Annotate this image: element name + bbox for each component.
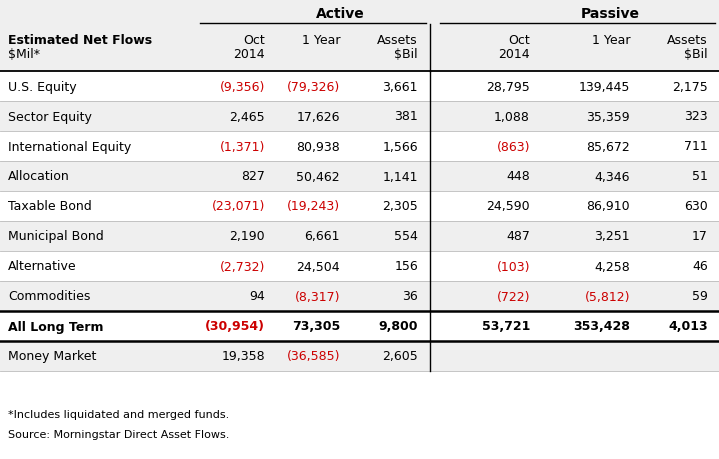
Text: (103): (103) — [497, 260, 530, 273]
Text: 85,672: 85,672 — [586, 140, 630, 153]
Text: Commodities: Commodities — [8, 290, 91, 303]
Text: Oct: Oct — [243, 34, 265, 46]
Text: International Equity: International Equity — [8, 140, 132, 153]
Text: (2,732): (2,732) — [219, 260, 265, 273]
Text: Assets: Assets — [667, 34, 708, 46]
Text: 3,661: 3,661 — [383, 80, 418, 93]
Text: (23,071): (23,071) — [211, 200, 265, 213]
Text: 19,358: 19,358 — [221, 350, 265, 363]
Text: 86,910: 86,910 — [587, 200, 630, 213]
Text: Alternative: Alternative — [8, 260, 77, 273]
Text: 50,462: 50,462 — [296, 170, 340, 183]
Text: 36: 36 — [402, 290, 418, 303]
Text: Sector Equity: Sector Equity — [8, 110, 92, 123]
Text: 2014: 2014 — [234, 48, 265, 62]
Text: 94: 94 — [249, 290, 265, 303]
Text: 487: 487 — [506, 230, 530, 243]
Text: Municipal Bond: Municipal Bond — [8, 230, 104, 243]
Bar — [0, 102, 719, 132]
Bar — [0, 191, 719, 222]
Text: (8,317): (8,317) — [295, 290, 340, 303]
Text: Allocation: Allocation — [8, 170, 70, 183]
Text: 73,305: 73,305 — [292, 320, 340, 333]
Text: 2,305: 2,305 — [383, 200, 418, 213]
Text: *Includes liquidated and merged funds.: *Includes liquidated and merged funds. — [8, 409, 229, 419]
Text: 2014: 2014 — [498, 48, 530, 62]
Bar — [0, 72, 719, 102]
Text: 448: 448 — [506, 170, 530, 183]
Text: 24,504: 24,504 — [296, 260, 340, 273]
Text: 323: 323 — [684, 110, 708, 123]
Text: 711: 711 — [684, 140, 708, 153]
Text: Source: Morningstar Direct Asset Flows.: Source: Morningstar Direct Asset Flows. — [8, 429, 229, 439]
Text: Money Market: Money Market — [8, 350, 96, 363]
Text: 4,013: 4,013 — [669, 320, 708, 333]
Text: 353,428: 353,428 — [573, 320, 630, 333]
Text: Estimated Net Flows: Estimated Net Flows — [8, 34, 152, 46]
Text: 827: 827 — [241, 170, 265, 183]
Text: 59: 59 — [692, 290, 708, 303]
Text: (722): (722) — [497, 290, 530, 303]
Text: 9,800: 9,800 — [378, 320, 418, 333]
Bar — [0, 222, 719, 252]
Text: Active: Active — [316, 7, 365, 21]
Bar — [0, 132, 719, 162]
Bar — [0, 252, 719, 281]
Text: 24,590: 24,590 — [486, 200, 530, 213]
Bar — [0, 0, 719, 72]
Text: 1,141: 1,141 — [383, 170, 418, 183]
Text: 1,566: 1,566 — [383, 140, 418, 153]
Text: (30,954): (30,954) — [205, 320, 265, 333]
Text: (19,243): (19,243) — [287, 200, 340, 213]
Text: 80,938: 80,938 — [296, 140, 340, 153]
Text: 554: 554 — [394, 230, 418, 243]
Text: 4,346: 4,346 — [595, 170, 630, 183]
Text: U.S. Equity: U.S. Equity — [8, 80, 77, 93]
Text: $Bil: $Bil — [395, 48, 418, 62]
Text: 1 Year: 1 Year — [301, 34, 340, 46]
Text: 35,359: 35,359 — [587, 110, 630, 123]
Text: (863): (863) — [497, 140, 530, 153]
Text: 1,088: 1,088 — [494, 110, 530, 123]
Text: (5,812): (5,812) — [585, 290, 630, 303]
Text: 139,445: 139,445 — [579, 80, 630, 93]
Text: $Bil: $Bil — [684, 48, 708, 62]
Bar — [0, 162, 719, 191]
Text: 2,175: 2,175 — [672, 80, 708, 93]
Text: 51: 51 — [692, 170, 708, 183]
Text: 2,605: 2,605 — [383, 350, 418, 363]
Bar — [0, 311, 719, 341]
Text: 381: 381 — [394, 110, 418, 123]
Text: 28,795: 28,795 — [486, 80, 530, 93]
Text: (79,326): (79,326) — [287, 80, 340, 93]
Text: 630: 630 — [684, 200, 708, 213]
Text: 1 Year: 1 Year — [592, 34, 630, 46]
Bar — [0, 281, 719, 311]
Text: 2,465: 2,465 — [229, 110, 265, 123]
Text: Oct: Oct — [508, 34, 530, 46]
Text: Taxable Bond: Taxable Bond — [8, 200, 92, 213]
Bar — [0, 341, 719, 371]
Text: 2,190: 2,190 — [229, 230, 265, 243]
Text: 3,251: 3,251 — [595, 230, 630, 243]
Text: (9,356): (9,356) — [219, 80, 265, 93]
Text: (1,371): (1,371) — [219, 140, 265, 153]
Text: All Long Term: All Long Term — [8, 320, 104, 333]
Text: 17,626: 17,626 — [296, 110, 340, 123]
Text: Assets: Assets — [377, 34, 418, 46]
Text: 46: 46 — [692, 260, 708, 273]
Text: 53,721: 53,721 — [482, 320, 530, 333]
Text: 6,661: 6,661 — [305, 230, 340, 243]
Text: Passive: Passive — [580, 7, 639, 21]
Text: 4,258: 4,258 — [594, 260, 630, 273]
Text: 17: 17 — [692, 230, 708, 243]
Text: (36,585): (36,585) — [286, 350, 340, 363]
Text: 156: 156 — [394, 260, 418, 273]
Text: $Mil*: $Mil* — [8, 48, 40, 62]
